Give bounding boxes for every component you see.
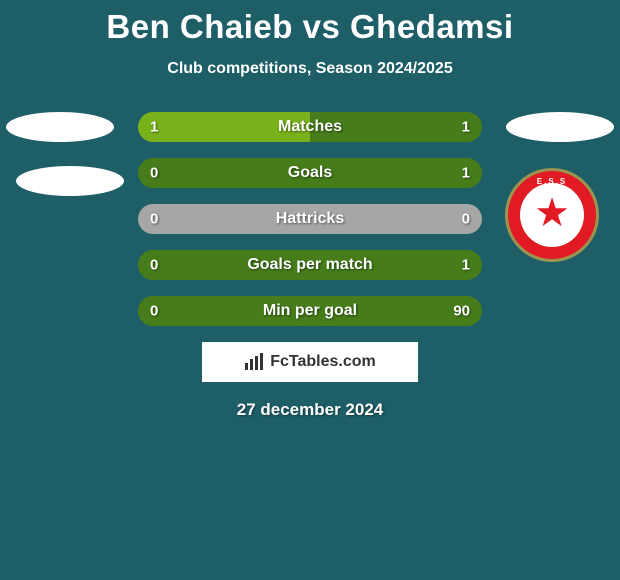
stat-row: 1 1 Matches	[138, 112, 482, 142]
stat-label: Goals per match	[247, 256, 372, 274]
stat-value-left: 0	[150, 257, 158, 274]
player-left-placeholder-2	[16, 166, 124, 196]
stat-value-right: 0	[462, 211, 470, 228]
comparison-content: E.S.S ★ 1 1 Matches 0 1 Goals 0 0 Hattricks 0 1 Goa…	[0, 112, 620, 420]
date-text: 27 december 2024	[0, 400, 620, 420]
stat-label: Matches	[278, 118, 342, 136]
attribution-badge: FcTables.com	[202, 342, 418, 382]
stat-label: Goals	[288, 164, 332, 182]
stat-value-left: 0	[150, 303, 158, 320]
stat-value-right: 90	[453, 303, 470, 320]
subtitle: Club competitions, Season 2024/2025	[0, 60, 620, 78]
player-right-placeholder-1	[506, 112, 614, 142]
stat-bars: 1 1 Matches 0 1 Goals 0 0 Hattricks 0 1 Goals per m…	[138, 112, 482, 326]
stat-row: 0 90 Min per goal	[138, 296, 482, 326]
stat-row: 0 1 Goals per match	[138, 250, 482, 280]
stat-label: Hattricks	[276, 210, 344, 228]
stat-row: 0 0 Hattricks	[138, 204, 482, 234]
star-icon: ★	[534, 193, 570, 233]
attribution-text: FcTables.com	[270, 353, 376, 371]
club-badge-text: E.S.S	[537, 177, 567, 186]
stat-value-right: 1	[462, 165, 470, 182]
stat-value-left: 0	[150, 165, 158, 182]
page-title: Ben Chaieb vs Ghedamsi	[0, 0, 620, 46]
stat-value-right: 1	[462, 119, 470, 136]
player-left-placeholder-1	[6, 112, 114, 142]
bar-chart-icon	[244, 353, 264, 371]
club-badge-inner: ★	[520, 183, 584, 247]
stat-label: Min per goal	[263, 302, 357, 320]
stat-row: 0 1 Goals	[138, 158, 482, 188]
stat-value-right: 1	[462, 257, 470, 274]
stat-value-left: 1	[150, 119, 158, 136]
club-badge-right: E.S.S ★	[505, 168, 599, 262]
stat-value-left: 0	[150, 211, 158, 228]
